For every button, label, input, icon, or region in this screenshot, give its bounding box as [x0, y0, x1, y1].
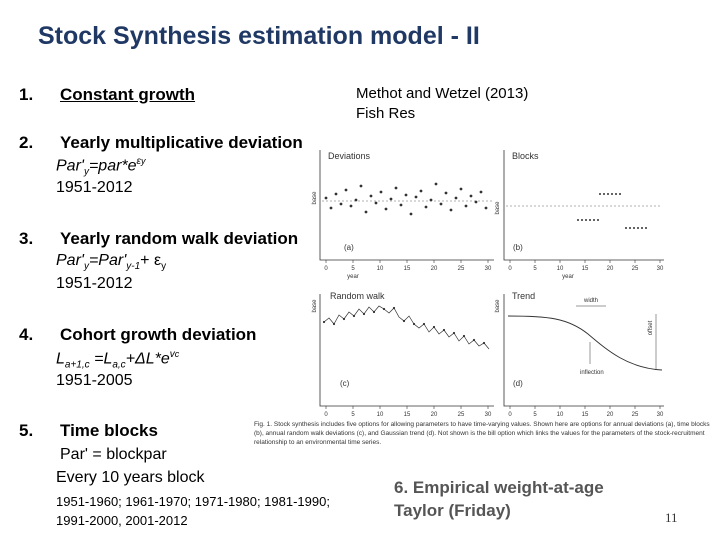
panel-d-width-label: width — [583, 298, 598, 304]
item-5-formula: Par' = blockpar — [60, 446, 167, 463]
item-2-number: 2. — [19, 133, 34, 152]
tick-d-5: 25 — [632, 412, 639, 418]
slide-title: Stock Synthesis estimation model - II — [38, 22, 480, 50]
tick-a-5: 25 — [458, 266, 465, 272]
item-4-heading: Cohort growth deviation — [60, 325, 257, 344]
item-5-every: Every 10 years block — [56, 469, 205, 486]
tick-b-3: 15 — [582, 266, 589, 272]
xlabel-a: year — [347, 274, 359, 280]
tick-d-2: 10 — [557, 412, 564, 418]
item-5-number: 5. — [19, 421, 34, 440]
tick-a-2: 10 — [377, 266, 384, 272]
item-5-years-line2: 1991-2000, 2001-2012 — [56, 513, 188, 528]
item-4-years: 1951-2005 — [56, 372, 133, 389]
item-5-years-line1: 1951-1960; 1961-1970; 1971-1980; 1981-19… — [56, 494, 330, 509]
panel-c-walk — [323, 305, 490, 350]
tick-d-3: 15 — [582, 412, 589, 418]
citation-line1: Methot and Wetzel (2013) — [356, 85, 529, 102]
tick-b-0: 0 — [508, 266, 512, 272]
panel-a-title: Deviations — [328, 151, 371, 161]
xlabel-b: year — [562, 274, 574, 280]
tick-b-2: 10 — [557, 266, 564, 272]
empirical-note: 6. Empirical weight-at-age Taylor (Frida… — [394, 476, 604, 522]
item-1-number: 1. — [19, 85, 34, 104]
item-4-formula: La+1,c =La,c+ΔL*evc — [56, 349, 180, 371]
tick-c-5: 25 — [458, 412, 465, 418]
ylabel-d: base — [495, 299, 501, 313]
panel-c-label: (c) — [340, 379, 350, 388]
item-1-heading: Constant growth — [60, 85, 196, 104]
tick-b-6: 30 — [657, 266, 664, 272]
tick-c-4: 20 — [431, 412, 438, 418]
item-5-heading: Time blocks — [60, 421, 158, 440]
tick-a-3: 15 — [404, 266, 411, 272]
tick-c-2: 10 — [377, 412, 384, 418]
panel-d-label: (d) — [513, 379, 523, 388]
empirical-line1: 6. Empirical weight-at-age — [394, 478, 604, 497]
page-number: 11 — [665, 510, 678, 525]
panel-b-points — [577, 193, 647, 229]
ylabel-b: base — [495, 201, 501, 215]
item-2-formula: Par'y=par*eεy — [56, 156, 146, 178]
item-4-number: 4. — [19, 325, 34, 344]
tick-a-6: 30 — [485, 266, 492, 272]
tick-b-1: 5 — [533, 266, 537, 272]
empirical-line2: Taylor (Friday) — [394, 501, 511, 520]
tick-d-6: 30 — [657, 412, 664, 418]
item-3-number: 3. — [19, 229, 34, 248]
ylabel-d-offset: offset — [648, 320, 654, 335]
panel-a-points — [324, 182, 488, 216]
tick-a-1: 5 — [351, 266, 355, 272]
tick-c-3: 15 — [404, 412, 411, 418]
item-3-formula: Par'y=Par'y-1+ εy — [56, 252, 167, 273]
panel-c-title: Random walk — [330, 291, 385, 301]
item-3-heading: Yearly random walk deviation — [60, 229, 299, 248]
panel-b-label: (b) — [513, 243, 523, 252]
figure-caption: Fig. 1. Stock synthesis includes five op… — [254, 421, 710, 446]
item-5-years: 1951-1960; 1961-1970; 1971-1980; 1981-19… — [56, 492, 330, 530]
tick-d-4: 20 — [607, 412, 614, 418]
figure-time-varying-options: 0 5 10 15 20 25 30 0 5 10 15 20 25 30 0 … — [312, 150, 664, 418]
panel-b-title: Blocks — [512, 151, 539, 161]
item-2-years: 1951-2012 — [56, 179, 133, 196]
panel-d-title: Trend — [512, 291, 535, 301]
item-2-heading: Yearly multiplicative deviation — [60, 133, 303, 152]
tick-d-0: 0 — [508, 412, 512, 418]
tick-d-1: 5 — [533, 412, 537, 418]
tick-a-0: 0 — [324, 266, 328, 272]
citation: Methot and Wetzel (2013) Fish Res — [356, 84, 528, 124]
ylabel-a: base — [312, 191, 318, 205]
tick-c-0: 0 — [324, 412, 328, 418]
tick-c-1: 5 — [351, 412, 355, 418]
panel-d-inflection-label: inflection — [580, 370, 604, 376]
citation-line2: Fish Res — [356, 105, 416, 122]
panel-a-label: (a) — [344, 243, 354, 252]
tick-c-6: 30 — [485, 412, 492, 418]
item-3-years: 1951-2012 — [56, 275, 133, 292]
ylabel-c: base — [312, 299, 318, 313]
panel-c-points — [322, 306, 486, 345]
panel-d-trend — [507, 315, 663, 371]
tick-b-4: 20 — [607, 266, 614, 272]
tick-b-5: 25 — [632, 266, 639, 272]
tick-a-4: 20 — [431, 266, 438, 272]
